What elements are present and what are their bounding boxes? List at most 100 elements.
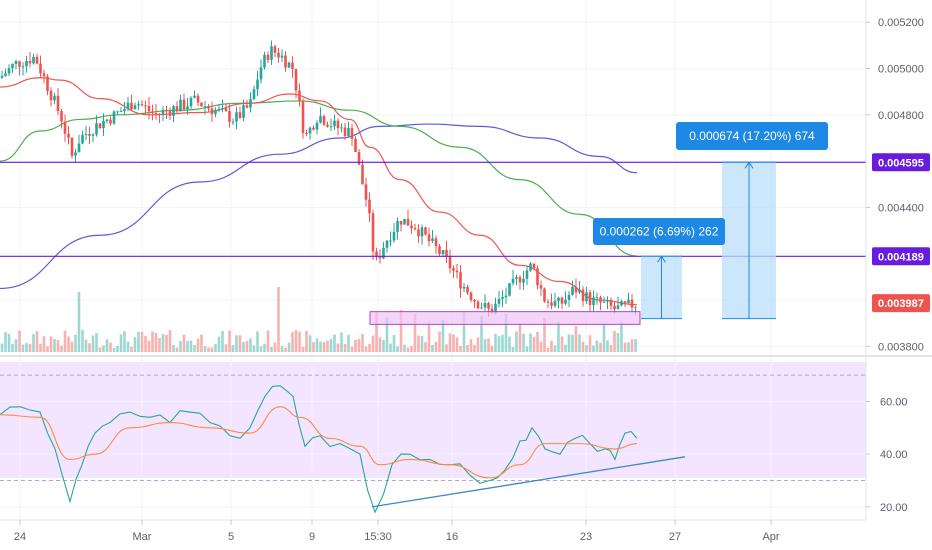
volume-bar [28, 343, 32, 352]
time-tick-label: 23 [580, 531, 592, 543]
ma-mid-line [0, 100, 638, 257]
volume-bar [564, 344, 567, 352]
volume-bar [368, 343, 371, 352]
price-axis[interactable]: 0.005200 0.005000 0.004800 0.004400 0.003800… [866, 17, 930, 353]
candle-body [102, 120, 105, 129]
candle-body [277, 52, 280, 58]
candle-body [431, 238, 434, 242]
candle-body [350, 128, 354, 139]
rsi-trendline[interactable] [371, 456, 686, 508]
candle-body [382, 247, 385, 259]
candle-body [249, 99, 252, 108]
volume-bar [511, 346, 515, 352]
candle-body [417, 229, 420, 237]
candle-body [455, 270, 459, 273]
candle-body [613, 305, 616, 310]
volume-bar [627, 342, 630, 352]
volume-bar [32, 334, 35, 352]
volume-bar [242, 341, 245, 352]
time-tick-label: 27 [669, 531, 681, 543]
candle-body [634, 306, 637, 308]
volume-bar [515, 331, 518, 352]
candle-body [476, 301, 480, 309]
volume-bar [161, 333, 165, 352]
candle-body [504, 295, 508, 298]
candle-body [67, 133, 70, 138]
volume-bar [480, 316, 483, 352]
candle-body [553, 300, 557, 306]
volume-bar [81, 330, 84, 352]
volume-bar [382, 339, 385, 352]
volume-bar [165, 335, 168, 352]
volume-bar [172, 344, 175, 352]
volume-bar [592, 345, 595, 352]
candle-body [231, 121, 235, 123]
price-tick-label: 0.004800 [878, 110, 924, 122]
rsi-axis[interactable]: 60.00 40.00 20.00 [866, 397, 908, 514]
callouts: 0.000262 (6.69%) 262 0.000674 (17.20%) 67… [593, 122, 828, 245]
candle-body [81, 134, 84, 144]
candle-body [207, 106, 210, 109]
rsi-line [0, 385, 638, 514]
volume-bar [39, 343, 42, 352]
projections[interactable] [641, 161, 776, 320]
support-zone[interactable] [369, 311, 641, 325]
rsi-tick-label: 40.00 [880, 449, 908, 461]
time-tick-label: 9 [309, 531, 315, 543]
candle-body [529, 263, 532, 271]
candle-body [322, 116, 326, 125]
volume-bar [130, 346, 133, 352]
support-zone-box[interactable] [369, 311, 641, 325]
price-badge [872, 294, 930, 313]
candle-body [371, 213, 375, 252]
candle-body [606, 299, 609, 302]
candle-body [403, 218, 406, 225]
candle-body [14, 61, 18, 65]
volume-bar [35, 331, 39, 352]
volume-bar [109, 342, 112, 352]
volume-bar [4, 332, 7, 352]
volume-bar [634, 339, 637, 352]
candle-body [235, 112, 238, 122]
volume-bar [357, 339, 361, 352]
volume-bar [123, 331, 126, 352]
candle-body [4, 73, 7, 77]
volume-bar [0, 343, 4, 352]
volume-bar [11, 343, 14, 352]
candle-body [193, 95, 196, 98]
price-badge [872, 247, 930, 266]
volume-bar [7, 333, 11, 352]
time-axis[interactable]: 24 Mar 5 9 15:30 16 23 27 Apr [14, 520, 780, 543]
time-tick-label: Apr [762, 531, 779, 543]
candle-body [172, 106, 175, 116]
candle-body [333, 120, 336, 127]
candle-body [221, 108, 224, 110]
volume-bar [207, 347, 210, 352]
volume-bar [536, 331, 539, 352]
volume-bar [133, 337, 137, 352]
volume-bar [438, 331, 441, 352]
price-tick-label: 0.004400 [878, 202, 924, 214]
candle-body [308, 127, 312, 134]
ma-fast-line [0, 77, 638, 306]
candle-body [63, 121, 67, 134]
volume-bar [63, 330, 67, 352]
volume-bar [431, 344, 434, 352]
volume-bar [350, 346, 354, 352]
volume-bar [112, 347, 116, 352]
volume-bar [53, 339, 56, 352]
volume-bar [385, 317, 389, 352]
candle-body [392, 231, 396, 241]
volume-bar [126, 341, 130, 352]
candle-body [53, 95, 56, 101]
candle-body [424, 227, 427, 235]
candle-body [42, 73, 46, 77]
candle-body [389, 240, 392, 242]
candle-body [119, 110, 123, 112]
candle-body [413, 228, 417, 230]
candle-body [543, 288, 546, 302]
candle-body [494, 303, 497, 313]
candle-body [508, 283, 511, 296]
volume-bar [427, 322, 431, 352]
